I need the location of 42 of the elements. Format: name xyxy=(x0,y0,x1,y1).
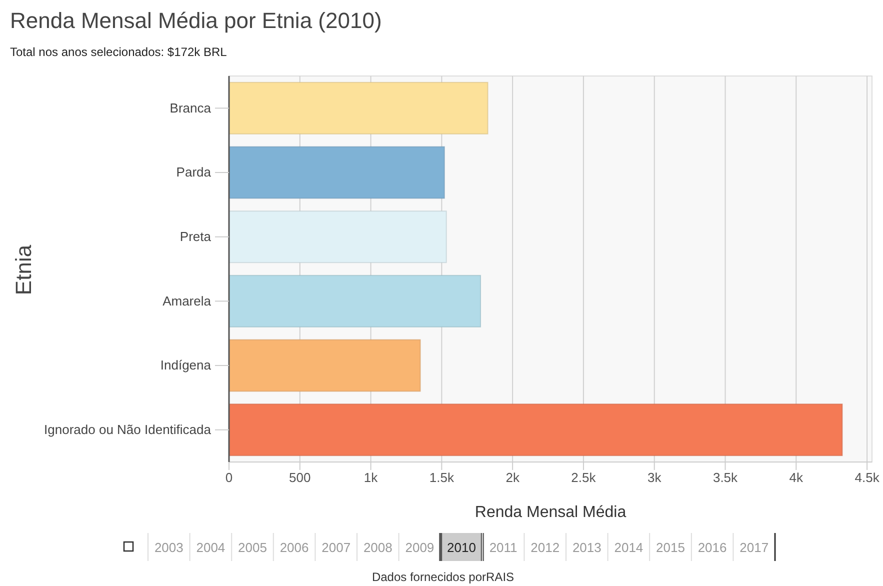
y-tick-label: Branca xyxy=(170,100,212,116)
text: 2007 xyxy=(322,540,351,555)
y-axis-title: Etnia xyxy=(11,244,36,296)
x-axis-title: Renda Mensal Média xyxy=(474,504,626,521)
text: 2016 xyxy=(698,540,727,555)
text: Total nos anos selecionados: $172k BRL xyxy=(10,45,228,59)
bar xyxy=(228,339,421,392)
bar xyxy=(228,146,445,199)
x-tick-label: 500 xyxy=(289,470,311,486)
x-tick-label: 2k xyxy=(506,470,520,486)
x-tick-label: 0 xyxy=(225,470,233,486)
text: 2003 xyxy=(154,540,184,555)
text: Dados fornecidos porRAIS xyxy=(372,570,514,584)
x-tick-label: 1.5k xyxy=(429,470,454,486)
text: 2006 xyxy=(280,540,309,555)
x-tick-label: 2.5k xyxy=(571,470,596,486)
text: 2013 xyxy=(572,540,602,555)
text: 2010 xyxy=(447,540,476,555)
text: 2011 xyxy=(489,540,518,555)
bar xyxy=(228,82,488,134)
y-tick-label: Preta xyxy=(180,228,212,244)
text: 2004 xyxy=(196,540,226,555)
text: 2017 xyxy=(740,540,769,555)
y-tick-label: Parda xyxy=(176,164,212,180)
x-tick-label: 4k xyxy=(789,470,804,486)
y-tick-label: Indígena xyxy=(160,358,212,373)
y-tick-label: Ignorado ou Não Identificada xyxy=(44,422,212,437)
text: 2005 xyxy=(238,540,267,555)
text: 2009 xyxy=(405,540,434,555)
y-tick-label: Amarela xyxy=(162,293,212,308)
x-tick-label: 3k xyxy=(647,470,662,486)
text: 2012 xyxy=(530,540,560,555)
x-tick-label: 3.5k xyxy=(712,470,738,486)
x-tick-label: 4.5k xyxy=(854,470,880,486)
x-tick-label: 1k xyxy=(364,470,378,486)
text: 2014 xyxy=(614,540,644,555)
bar xyxy=(228,404,843,456)
bar xyxy=(228,274,482,328)
text: 2015 xyxy=(656,540,685,555)
chart-title: Renda Mensal Média por Etnia (2010) xyxy=(10,8,382,33)
text: 2008 xyxy=(363,540,392,555)
bar xyxy=(228,210,447,264)
